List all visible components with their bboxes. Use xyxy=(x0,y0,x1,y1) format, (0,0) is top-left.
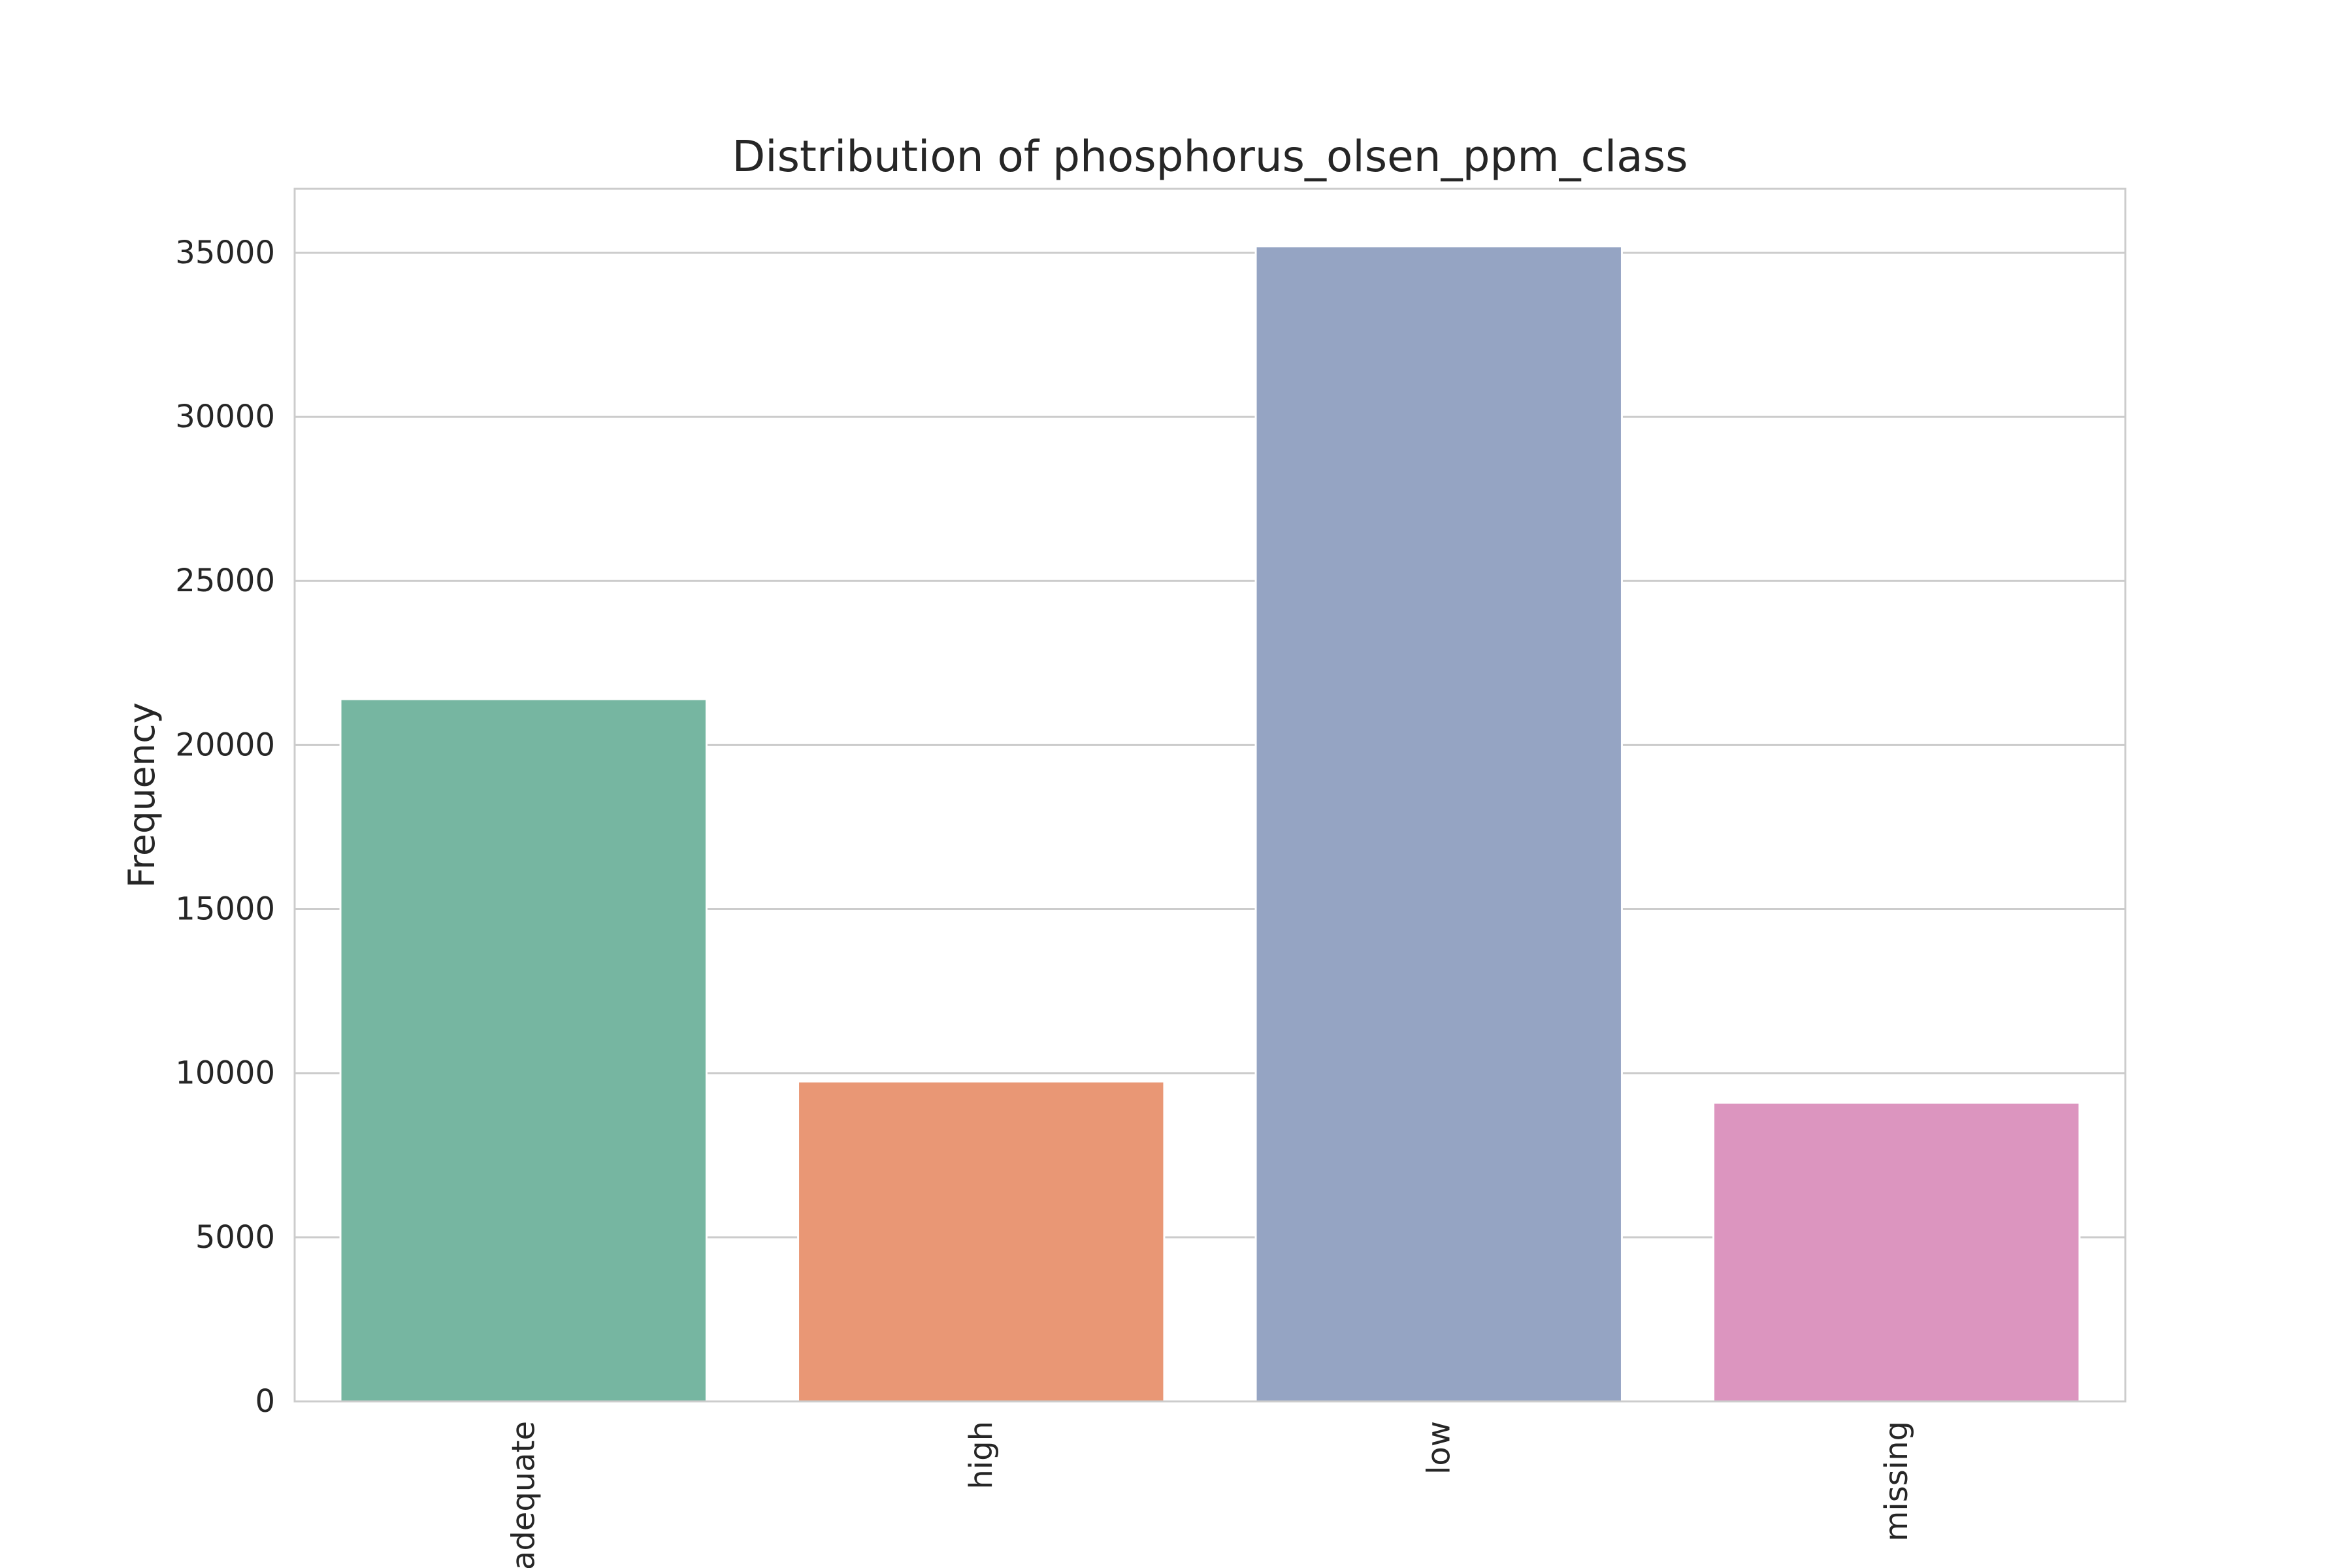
bar-high xyxy=(797,1080,1166,1403)
bars xyxy=(339,245,2081,1403)
chart-title: Distribution of phosphorus_olsen_ppm_cla… xyxy=(732,131,1688,182)
y-tick-label: 35000 xyxy=(175,235,275,271)
y-tick-label: 30000 xyxy=(175,399,275,435)
bar-low xyxy=(1254,245,1623,1403)
plot-frame xyxy=(293,188,2127,1403)
bar-adequate xyxy=(339,698,708,1403)
y-tick-label: 20000 xyxy=(175,727,275,763)
y-tick-label: 25000 xyxy=(175,563,275,599)
y-tick-label: 15000 xyxy=(175,891,275,928)
y-tick-labels: 0 5000 10000 15000 20000 25000 30000 35000 xyxy=(175,235,275,1420)
y-tick-label: 0 xyxy=(255,1383,275,1420)
x-tick-label: low xyxy=(1420,1421,1457,1475)
x-tick-label: adequate xyxy=(505,1421,542,1568)
bar-missing xyxy=(1712,1102,2081,1403)
x-tick-label: high xyxy=(963,1421,1000,1490)
y-tick-label: 5000 xyxy=(195,1219,275,1256)
x-tick-labels: adequate high low missing xyxy=(505,1421,1915,1568)
y-tick-label: 10000 xyxy=(175,1055,275,1092)
y-axis-label: Frequency xyxy=(121,702,163,888)
x-tick-label: missing xyxy=(1878,1421,1915,1541)
